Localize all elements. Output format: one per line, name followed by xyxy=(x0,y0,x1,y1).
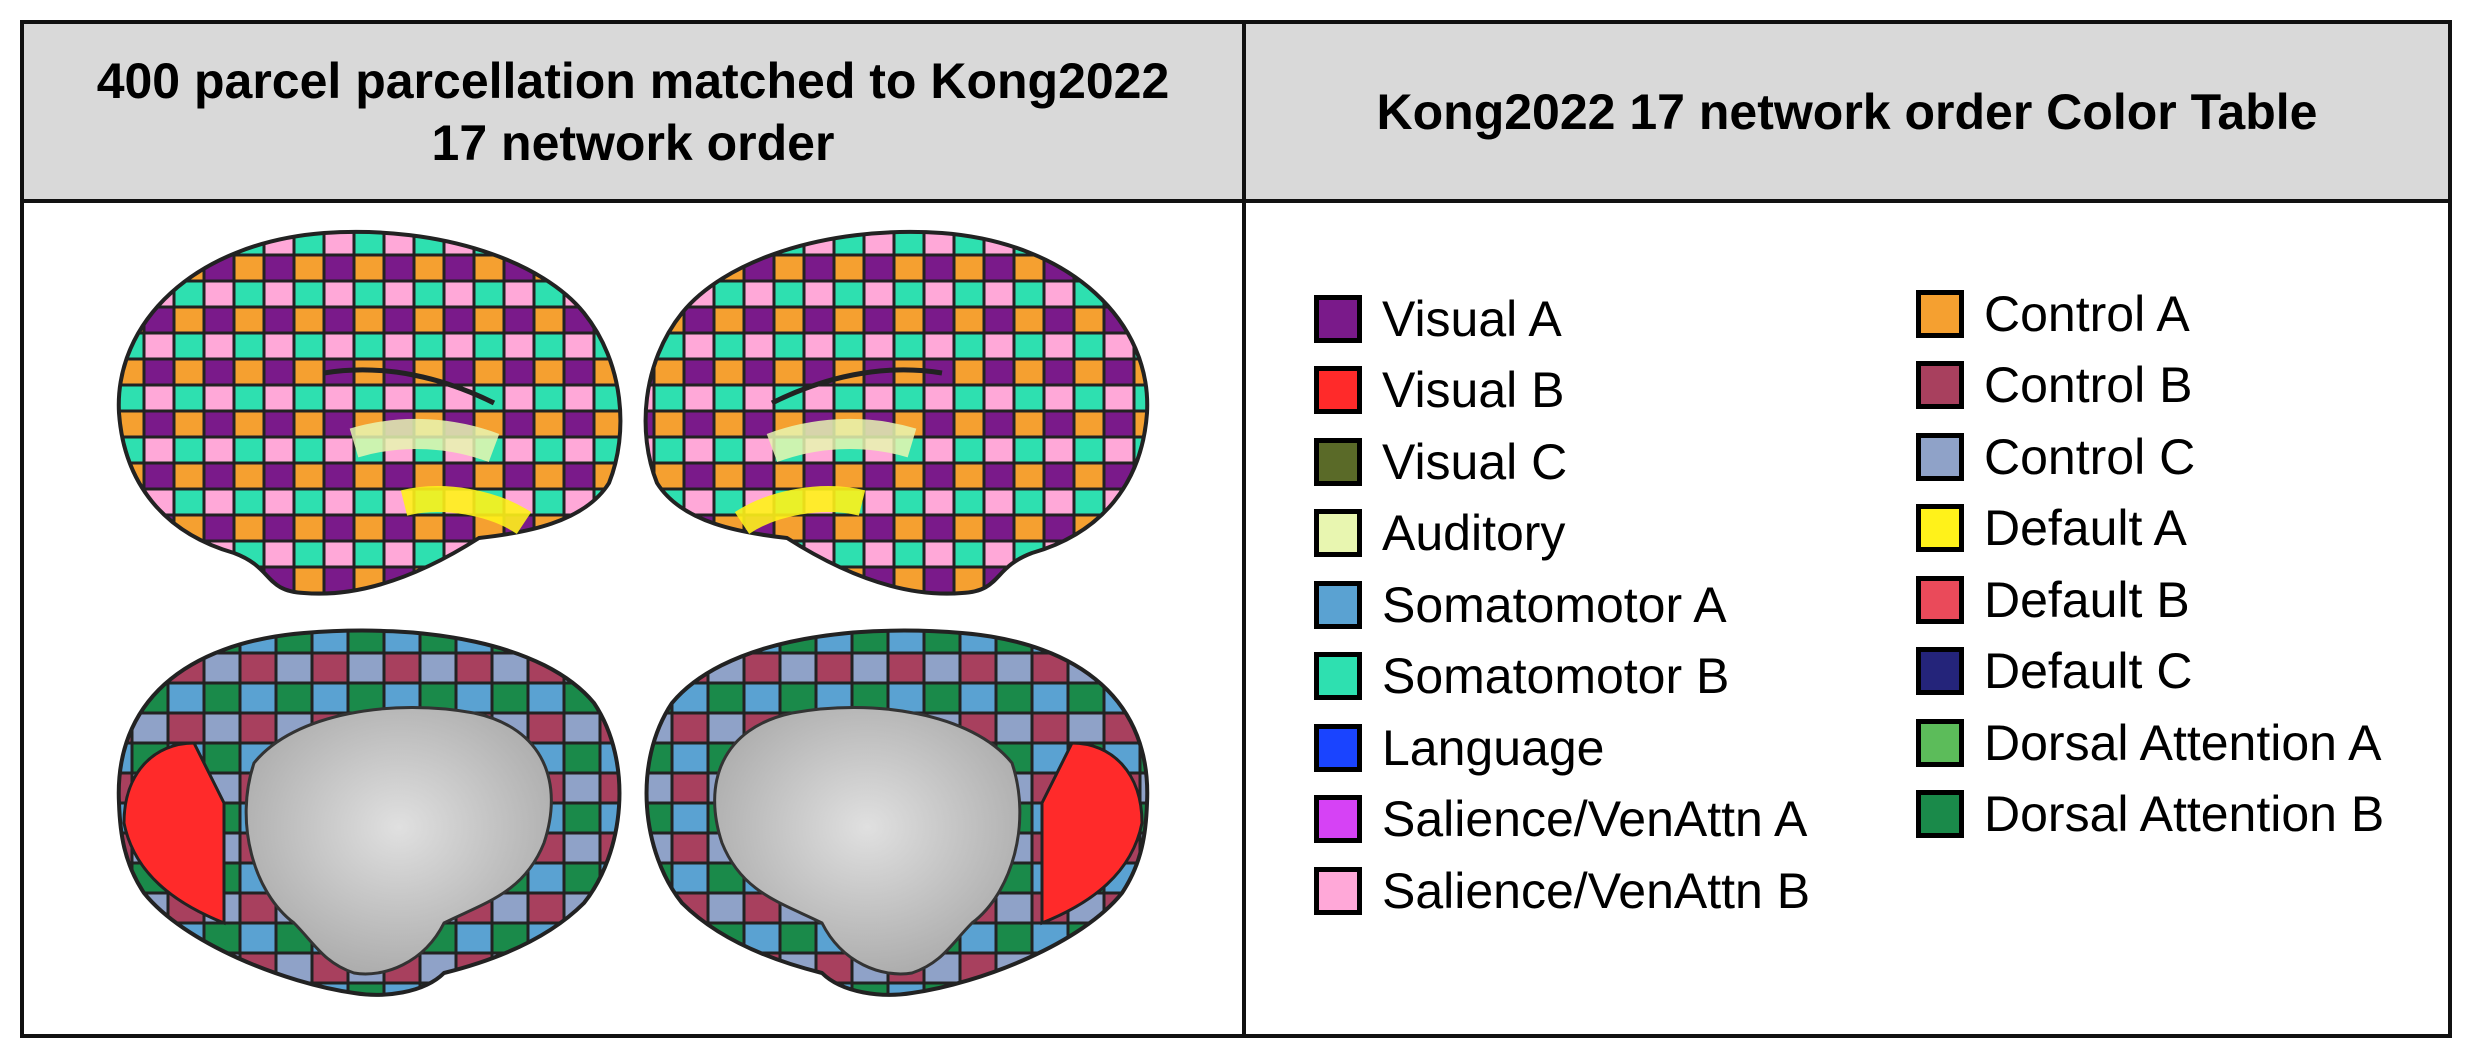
legend-label: Somatomotor A xyxy=(1382,576,1727,633)
legend-label: Control B xyxy=(1984,357,2193,414)
legend-swatch xyxy=(1916,575,1964,624)
left-header-line1: 400 parcel parcellation matched to Kong2… xyxy=(96,52,1170,109)
legend-item: Default C xyxy=(1916,636,2384,708)
legend-label: Auditory xyxy=(1382,505,1566,562)
legend-label: Visual B xyxy=(1382,362,1565,419)
legend-label: Language xyxy=(1382,719,1605,776)
legend-swatch xyxy=(1916,289,1964,338)
legend-swatch xyxy=(1916,647,1964,696)
legend-item: Dorsal Attention A xyxy=(1916,707,2384,779)
legend-column-1: Visual A Visual B Visual C Auditory Somatomo… xyxy=(1314,283,1810,927)
right-header: Kong2022 17 network order Color Table xyxy=(1246,24,2448,199)
brain-surface-panel xyxy=(24,203,1242,1034)
left-header-title: 400 parcel parcellation matched to Kong2… xyxy=(97,50,1170,174)
legend-swatch xyxy=(1314,723,1362,772)
legend-swatch xyxy=(1916,790,1964,839)
legend-swatch xyxy=(1314,652,1362,701)
brain-surfaces-figure xyxy=(116,229,1150,997)
legend-column-2: Control A Control B Control C Default A Defa… xyxy=(1916,278,2384,850)
right-lateral-hemisphere xyxy=(643,229,1150,596)
legend-label: Dorsal Attention A xyxy=(1984,714,2382,771)
color-table-legend: Visual A Visual B Visual C Auditory Somatomo… xyxy=(1246,203,2448,1034)
legend-item: Control A xyxy=(1916,278,2384,350)
legend-label: Somatomotor B xyxy=(1382,648,1730,705)
legend-item: Visual C xyxy=(1314,426,1810,498)
legend-item: Default A xyxy=(1916,493,2384,565)
legend-item: Dorsal Attention B xyxy=(1916,779,2384,851)
legend-swatch xyxy=(1314,366,1362,415)
vertical-divider xyxy=(1242,20,1246,1038)
left-header-line2: 17 network order xyxy=(431,114,835,171)
legend-label: Control A xyxy=(1984,285,2190,342)
legend-swatch xyxy=(1916,504,1964,553)
legend-swatch xyxy=(1314,866,1362,915)
legend-item: Visual A xyxy=(1314,283,1810,355)
left-lateral-hemisphere xyxy=(116,229,623,596)
legend-swatch xyxy=(1314,509,1362,558)
legend-swatch xyxy=(1314,580,1362,629)
legend-label: Default A xyxy=(1984,500,2187,557)
legend-label: Salience/VenAttn A xyxy=(1382,791,1808,848)
legend-label: Control C xyxy=(1984,428,2196,485)
right-header-title: Kong2022 17 network order Color Table xyxy=(1376,83,2318,140)
legend-swatch xyxy=(1314,294,1362,343)
legend-item: Visual B xyxy=(1314,355,1810,427)
legend-swatch xyxy=(1314,795,1362,844)
legend-item: Default B xyxy=(1916,564,2384,636)
legend-swatch xyxy=(1314,437,1362,486)
left-medial-hemisphere xyxy=(116,628,622,997)
legend-label: Salience/VenAttn B xyxy=(1382,862,1811,919)
legend-item: Auditory xyxy=(1314,498,1810,570)
right-medial-hemisphere xyxy=(644,628,1150,997)
legend-label: Dorsal Attention B xyxy=(1984,786,2385,843)
legend-swatch xyxy=(1916,361,1964,410)
legend-label: Default C xyxy=(1984,643,2193,700)
legend-label: Visual A xyxy=(1382,290,1562,347)
figure-frame xyxy=(20,20,2452,1038)
horizontal-divider xyxy=(20,199,2452,203)
legend-label: Visual C xyxy=(1382,433,1568,490)
legend-item: Somatomotor A xyxy=(1314,569,1810,641)
legend-swatch xyxy=(1916,432,1964,481)
left-header: 400 parcel parcellation matched to Kong2… xyxy=(24,24,1242,199)
legend-item: Somatomotor B xyxy=(1314,641,1810,713)
legend-item: Salience/VenAttn B xyxy=(1314,855,1810,927)
legend-label: Default B xyxy=(1984,571,2190,628)
legend-item: Salience/VenAttn A xyxy=(1314,784,1810,856)
legend-item: Control B xyxy=(1916,350,2384,422)
legend-item: Language xyxy=(1314,712,1810,784)
legend-item: Control C xyxy=(1916,421,2384,493)
legend-swatch xyxy=(1916,718,1964,767)
